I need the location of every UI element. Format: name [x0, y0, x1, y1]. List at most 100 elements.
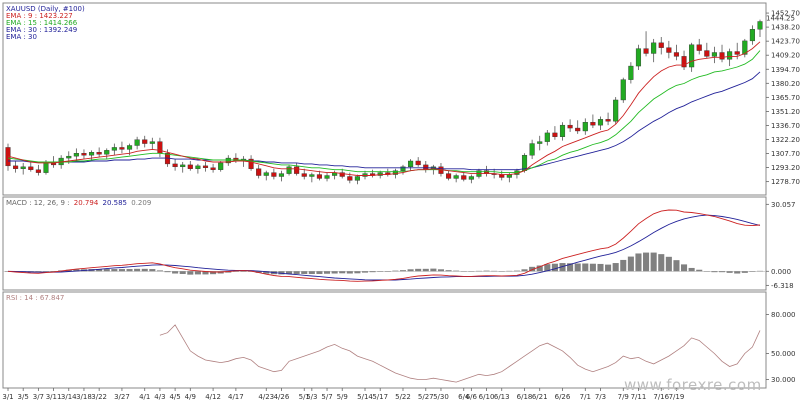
x-tick-label: 4/12 [205, 393, 221, 401]
x-tick-label: 4/23 [258, 393, 274, 401]
price-tick-label: 1409.20 [771, 52, 800, 60]
candle-body [704, 50, 710, 57]
candle-body [263, 172, 269, 176]
macd-histogram-bar [658, 254, 665, 272]
candle-body [43, 161, 49, 173]
macd-legend-signal: 20.585 [103, 199, 128, 207]
macd-histogram-bar [331, 271, 338, 274]
x-tick-label: 7/3 [595, 393, 606, 401]
candle-body [28, 166, 34, 170]
candle-body [210, 167, 216, 170]
candle-body [544, 132, 550, 142]
price-tick-label: 1394.70 [771, 66, 800, 74]
macd-histogram-bar [377, 271, 384, 272]
macd-histogram-bar [589, 263, 596, 272]
macd-histogram-bar [346, 271, 353, 274]
rsi-legend: RSI : 14 : 67.847 [6, 294, 64, 302]
x-tick-label: 6/13 [494, 393, 510, 401]
x-tick-label: 6/6 [466, 393, 478, 401]
candle-body [309, 174, 315, 177]
macd-histogram-bar [574, 263, 581, 272]
candle-body [149, 141, 155, 144]
candle-body [294, 166, 300, 174]
candle-body [195, 165, 201, 169]
macd-legend: MACD : 12, 26, 9 : 20.794 20.585 0.209 [6, 199, 151, 207]
candle-body [605, 119, 611, 122]
macd-histogram-bar [308, 271, 315, 274]
candle-body [567, 124, 573, 129]
macd-histogram-bar [620, 259, 627, 272]
macd-histogram-bar [643, 252, 650, 272]
macd-histogram-bar [627, 256, 634, 272]
ema-30-legend: EMA : 30 : 1392.249 [6, 26, 77, 34]
macd-histogram-bar [172, 271, 179, 274]
candle-body [529, 143, 535, 156]
macd-histogram-bar [536, 265, 543, 272]
macd-tick-label: 0.000 [771, 268, 791, 276]
macd-histogram-bar [567, 263, 574, 272]
price-tick-label: 1452.70 [771, 10, 800, 18]
price-tick-label: 1438.20 [771, 24, 800, 32]
ema-15-legend: EMA : 15 : 1414.266 [6, 19, 78, 27]
macd-tick-label: 30.057 [771, 201, 796, 209]
price-tick-label: 1307.70 [771, 150, 800, 158]
candle-body [180, 164, 186, 168]
candle-body [597, 119, 604, 126]
candle-body [256, 168, 262, 176]
candle-body [104, 150, 110, 155]
macd-histogram-bar [42, 271, 50, 272]
macd-histogram-bar [156, 270, 163, 272]
candle-body [666, 47, 672, 53]
ema-30-line [8, 71, 761, 171]
macd-histogram-bar [392, 270, 399, 272]
price-layer [5, 19, 763, 185]
macd-histogram-bar [453, 270, 460, 272]
macd-histogram-bar [194, 271, 201, 275]
axis-layer: 1452.70 1438.20 1423.70 1409.20 1394.70 1380.… [2, 10, 800, 401]
macd-histogram-bar [422, 268, 429, 272]
x-tick-label: 5/9 [337, 393, 348, 401]
candle-body [316, 174, 322, 179]
macd-histogram-bar [483, 270, 490, 272]
macd-panel-frame [2, 196, 767, 291]
x-tick-label: 5/27 [418, 393, 434, 401]
macd-histogram-bar [551, 263, 558, 272]
macd-histogram-bar [696, 269, 703, 272]
macd-histogram-bar [126, 269, 133, 272]
candle-body [423, 164, 429, 170]
macd-histogram-bar [491, 270, 498, 272]
candle-body [134, 139, 140, 146]
macd-histogram-bar [286, 271, 293, 274]
candle-body [461, 175, 467, 180]
macd-histogram-bar [141, 268, 148, 272]
instrument-label: XAUUSD (Daily, #100) [6, 5, 85, 13]
candle-body [142, 139, 148, 144]
candle-body [620, 79, 626, 101]
candle-body [119, 147, 125, 150]
macd-histogram-bar [460, 271, 467, 272]
macd-histogram-bar [149, 269, 156, 272]
x-tick-label: 6/10 [479, 393, 495, 401]
candle-body [400, 166, 406, 171]
x-tick-label: 5/17 [372, 393, 388, 401]
macd-histogram-bar [384, 271, 391, 272]
macd-histogram-bar [301, 271, 308, 274]
macd-line [7, 209, 761, 282]
candle-body [446, 173, 452, 179]
candle-body [552, 132, 558, 137]
macd-histogram-bar [164, 271, 171, 273]
macd-histogram-bar [407, 269, 414, 272]
macd-histogram-bar [513, 270, 520, 272]
macd-histogram-bar [103, 269, 110, 272]
macd-tick-label: -6.318 [771, 282, 794, 290]
candle-body [582, 122, 588, 132]
rsi-panel-frame [2, 291, 767, 389]
macd-histogram-bar [559, 263, 566, 272]
macd-histogram-bar [529, 266, 536, 272]
rsi-layer [159, 324, 761, 383]
candle-body [354, 176, 360, 181]
rsi-tick-label: 80.000 [771, 311, 796, 319]
x-tick-label: 4/9 [185, 393, 196, 401]
candle-body [111, 147, 117, 151]
macd-histogram-bar [650, 252, 657, 272]
